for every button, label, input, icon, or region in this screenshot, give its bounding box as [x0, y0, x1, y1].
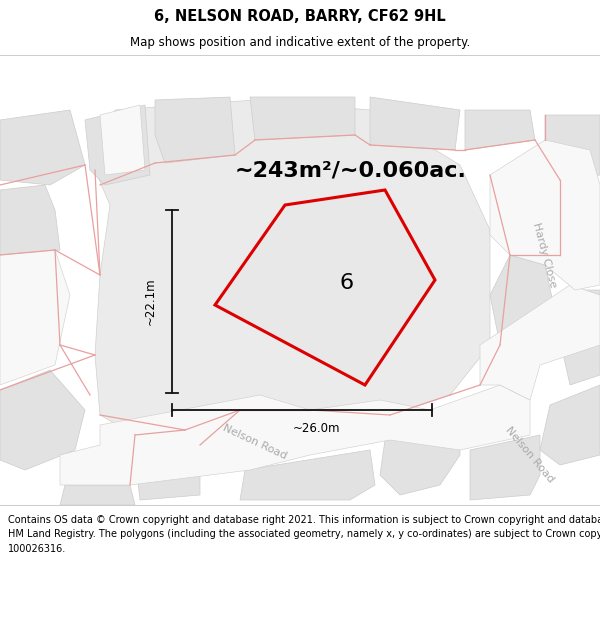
- Polygon shape: [560, 290, 600, 385]
- Text: Nelson Road: Nelson Road: [221, 422, 289, 461]
- Text: Hardy Close: Hardy Close: [532, 221, 559, 289]
- Polygon shape: [370, 97, 460, 150]
- Polygon shape: [470, 435, 540, 500]
- Text: ~243m²/~0.060ac.: ~243m²/~0.060ac.: [235, 160, 467, 180]
- Polygon shape: [60, 385, 530, 485]
- Polygon shape: [240, 450, 375, 500]
- Polygon shape: [95, 100, 490, 435]
- Polygon shape: [215, 190, 435, 385]
- Polygon shape: [85, 105, 150, 185]
- Text: ~26.0m: ~26.0m: [293, 421, 341, 434]
- Text: Contains OS data © Crown copyright and database right 2021. This information is : Contains OS data © Crown copyright and d…: [8, 514, 600, 554]
- Polygon shape: [490, 255, 560, 355]
- Polygon shape: [380, 425, 460, 495]
- Polygon shape: [135, 445, 200, 500]
- Polygon shape: [100, 105, 145, 175]
- Polygon shape: [545, 115, 600, 180]
- Polygon shape: [0, 370, 85, 470]
- Polygon shape: [155, 97, 235, 163]
- Text: 6: 6: [340, 273, 354, 293]
- Text: Map shows position and indicative extent of the property.: Map shows position and indicative extent…: [130, 36, 470, 49]
- Text: ~22.1m: ~22.1m: [143, 278, 157, 325]
- Text: 6, NELSON ROAD, BARRY, CF62 9HL: 6, NELSON ROAD, BARRY, CF62 9HL: [154, 9, 446, 24]
- Polygon shape: [480, 285, 600, 400]
- Polygon shape: [60, 485, 135, 505]
- Polygon shape: [465, 110, 535, 150]
- Polygon shape: [250, 97, 355, 140]
- Polygon shape: [0, 250, 70, 385]
- Polygon shape: [0, 185, 60, 255]
- Polygon shape: [490, 140, 600, 290]
- Polygon shape: [540, 385, 600, 465]
- Polygon shape: [0, 110, 85, 185]
- Text: Nelson Road: Nelson Road: [504, 425, 556, 485]
